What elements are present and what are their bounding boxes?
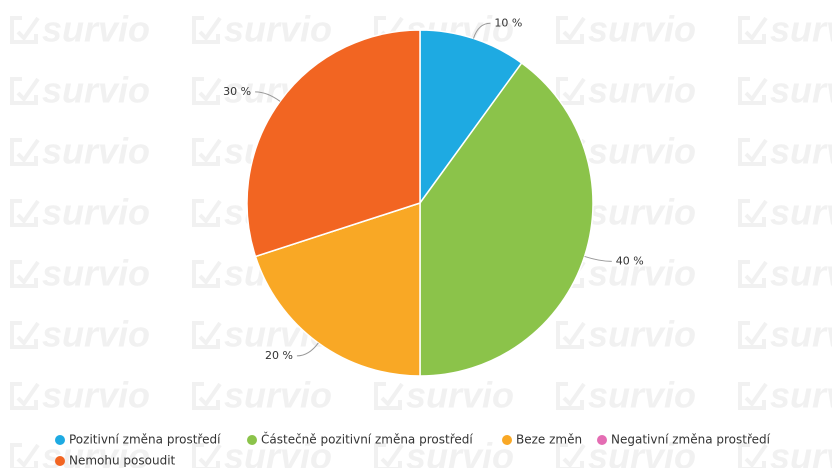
watermark-text: survio bbox=[770, 9, 832, 50]
watermark-icon bbox=[738, 260, 768, 288]
watermark-icon bbox=[556, 16, 586, 44]
watermark-text: survio bbox=[588, 375, 696, 416]
legend-label: Beze změn bbox=[516, 433, 582, 447]
legend-marker bbox=[55, 435, 65, 445]
watermark-icon bbox=[738, 443, 768, 468]
watermark-icon bbox=[556, 321, 586, 349]
watermark-text: survio bbox=[588, 192, 696, 233]
legend-marker bbox=[597, 435, 607, 445]
watermark-icon bbox=[10, 382, 40, 410]
data-label: 40 % bbox=[616, 254, 644, 267]
watermark-icon bbox=[10, 77, 40, 105]
data-label: 10 % bbox=[494, 16, 522, 29]
pie: 10 % 40 % 20 % 30 % bbox=[223, 16, 644, 377]
watermark-text: survio bbox=[42, 375, 150, 416]
watermark-icon bbox=[192, 138, 222, 166]
watermark-icon bbox=[738, 382, 768, 410]
watermark-text: survio bbox=[406, 375, 514, 416]
watermark-text: survio bbox=[770, 253, 832, 294]
data-label: 20 % bbox=[265, 349, 293, 362]
watermark-icon bbox=[738, 321, 768, 349]
watermark-icon bbox=[556, 443, 586, 468]
watermark-text: survio bbox=[42, 9, 150, 50]
leader-line bbox=[584, 255, 612, 262]
watermark-text: survio bbox=[42, 70, 150, 111]
watermark-icon bbox=[10, 199, 40, 227]
watermark-text: survio bbox=[588, 70, 696, 111]
legend-marker bbox=[502, 435, 512, 445]
watermark-text: survio bbox=[770, 436, 832, 468]
watermark-icon bbox=[556, 382, 586, 410]
legend: Pozitivní změna prostředí Částečně poziti… bbox=[55, 432, 771, 468]
watermark-text: survio bbox=[224, 375, 332, 416]
watermark-text: survio bbox=[770, 192, 832, 233]
watermark-icon bbox=[738, 138, 768, 166]
watermark-icon bbox=[192, 382, 222, 410]
leader-line bbox=[296, 342, 319, 357]
watermark-text: survio bbox=[588, 314, 696, 355]
legend-label: Negativní změna prostředí bbox=[611, 433, 771, 447]
watermark-icon bbox=[10, 138, 40, 166]
watermark-text: survio bbox=[224, 436, 332, 468]
watermark-text: survio bbox=[770, 131, 832, 172]
watermark-icon bbox=[738, 77, 768, 105]
watermark-text: survio bbox=[588, 131, 696, 172]
watermark-text: survio bbox=[406, 436, 514, 468]
watermark-text: survio bbox=[42, 253, 150, 294]
legend-marker bbox=[247, 435, 257, 445]
watermark-icon bbox=[192, 199, 222, 227]
watermark-icon bbox=[192, 77, 222, 105]
watermark-text: survio bbox=[588, 253, 696, 294]
legend-label: Částečně pozitivní změna prostředí bbox=[261, 432, 473, 447]
watermark-icon bbox=[192, 321, 222, 349]
watermark-icon bbox=[10, 260, 40, 288]
watermark-text: survio bbox=[770, 70, 832, 111]
watermark-icon bbox=[738, 199, 768, 227]
watermark-text: survio bbox=[770, 375, 832, 416]
leader-line bbox=[472, 22, 491, 39]
watermark-icon bbox=[192, 16, 222, 44]
watermark-text: survio bbox=[770, 314, 832, 355]
watermark-icon bbox=[374, 443, 404, 468]
watermark-text: survio bbox=[588, 9, 696, 50]
watermark-icon bbox=[10, 16, 40, 44]
legend-label: Pozitivní změna prostředí bbox=[69, 433, 221, 447]
watermark-text: survio bbox=[42, 131, 150, 172]
watermark-icon bbox=[10, 321, 40, 349]
leader-line bbox=[255, 91, 281, 102]
watermark-icon bbox=[374, 382, 404, 410]
watermark-icon bbox=[10, 443, 40, 468]
watermark-text: survio bbox=[224, 9, 332, 50]
watermark-text: survio bbox=[42, 192, 150, 233]
watermark-text: survio bbox=[42, 314, 150, 355]
data-label: 30 % bbox=[223, 85, 251, 98]
watermark-icon bbox=[192, 260, 222, 288]
legend-label: Nemohu posoudit bbox=[69, 454, 176, 468]
watermark-icon bbox=[738, 16, 768, 44]
watermark-icon bbox=[556, 77, 586, 105]
watermark-icon bbox=[192, 443, 222, 468]
legend-marker bbox=[55, 456, 65, 466]
